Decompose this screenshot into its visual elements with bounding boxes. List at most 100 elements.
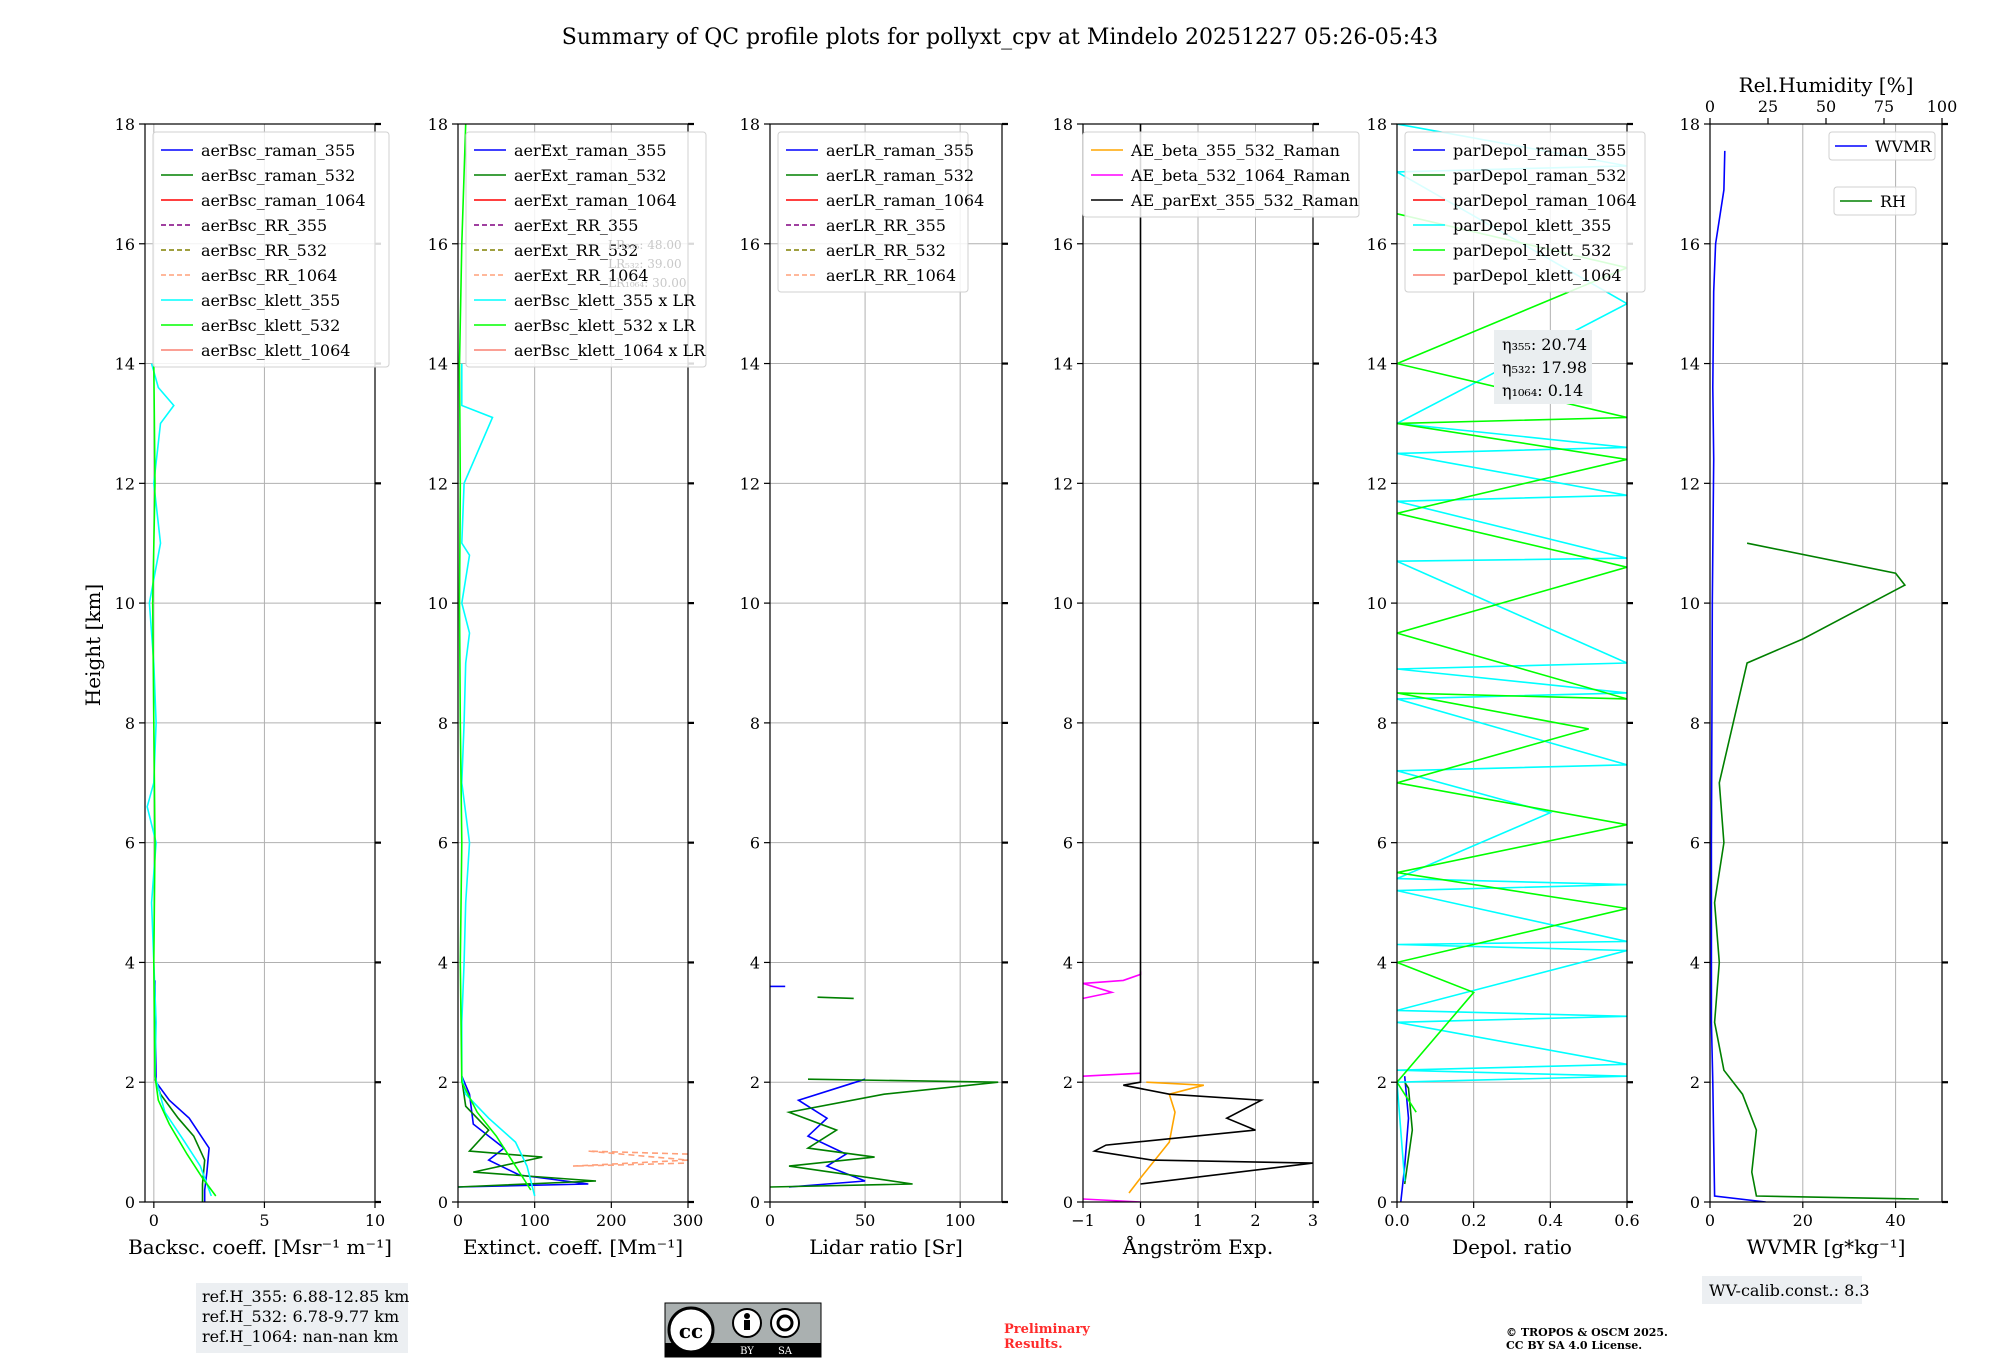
legend-item-aerBsc_RR_355[interactable]: aerBsc_RR_355 xyxy=(201,216,327,235)
sa-icon xyxy=(770,1308,800,1338)
y-tick-label: 4 xyxy=(1690,953,1700,972)
legend-item-aerBsc_klett_355 x LR[interactable]: aerBsc_klett_355 x LR xyxy=(514,291,696,310)
legend-item-AE_beta_355_532_Raman[interactable]: AE_beta_355_532_Raman xyxy=(1130,141,1340,160)
legend-item-aerBsc_raman_532[interactable]: aerBsc_raman_532 xyxy=(201,166,355,185)
y-tick-label: 12 xyxy=(1367,474,1387,493)
legend-box xyxy=(777,131,969,293)
legend-item-aerBsc_klett_1064[interactable]: aerBsc_klett_1064 xyxy=(201,341,350,360)
legend-item-aerExt_raman_355[interactable]: aerExt_raman_355 xyxy=(514,141,667,160)
series-line-WVMR xyxy=(1710,150,1766,1202)
legend-item-parDepol_raman_532[interactable]: parDepol_raman_532 xyxy=(1453,166,1626,185)
axes-frame xyxy=(144,123,376,1203)
legend-item-parDepol_raman_355[interactable]: parDepol_raman_355 xyxy=(1453,141,1626,160)
y-tick-label: 8 xyxy=(125,714,135,733)
legend-item-AE_parExt_355_532_Raman[interactable]: AE_parExt_355_532_Raman xyxy=(1130,191,1359,210)
top-tick-label: 0 xyxy=(1705,97,1715,116)
y-tick-label: 2 xyxy=(438,1073,448,1092)
legend-item-aerLR_RR_355[interactable]: aerLR_RR_355 xyxy=(826,216,946,235)
x-tick-label: 100 xyxy=(945,1211,976,1230)
legend-item-parDepol_raman_1064[interactable]: parDepol_raman_1064 xyxy=(1453,191,1637,210)
x-axis-label: Backsc. coeff. [Msr⁻¹ m⁻¹] xyxy=(128,1235,392,1259)
reference-height-line: ref.H_532: 6.78-9.77 km xyxy=(202,1307,399,1326)
legend: AE_beta_355_532_Raman AE_beta_532_1064_Ra… xyxy=(1082,131,1360,218)
y-tick-label: 0 xyxy=(750,1193,760,1212)
legend-item-aerExt_RR_532[interactable]: aerExt_RR_532 xyxy=(514,241,638,260)
reference-height-line: ref.H_1064: nan-nan km xyxy=(202,1327,398,1346)
eta-value: η₃₅₅: 20.74 xyxy=(1502,335,1587,354)
series-line-parDepol_klett_355 xyxy=(1397,124,1627,1182)
legend-item-aerBsc_klett_532 x LR[interactable]: aerBsc_klett_532 x LR xyxy=(514,316,696,335)
panel-depol: 0.0 0.2 0.4 0.6 0 2 4 6 8 10 12 14 16 18 Depol. ratio p… xyxy=(1367,115,1646,1259)
series-line-AE_parExt_355_532_Raman xyxy=(1091,124,1313,1185)
legend-item-aerLR_RR_532[interactable]: aerLR_RR_532 xyxy=(826,241,946,260)
copyright-line2: CC BY SA 4.0 License. xyxy=(1506,1339,1642,1352)
y-tick-label: 10 xyxy=(1367,594,1387,613)
series-line-aerLR_raman_532 xyxy=(770,1078,999,1188)
legend-item-aerExt_raman_1064[interactable]: aerExt_raman_1064 xyxy=(514,191,677,210)
top-tick-label: 25 xyxy=(1758,97,1778,116)
x-tick-label: 0 xyxy=(453,1211,463,1230)
y-tick-label: 14 xyxy=(115,355,135,374)
y-tick-label: 14 xyxy=(428,355,448,374)
y-tick-label: 6 xyxy=(438,834,448,853)
series-line-AE_beta_532_1064_Raman_up xyxy=(1083,971,1142,1000)
y-tick-label: 18 xyxy=(115,115,135,134)
legend-item-parDepol_klett_532[interactable]: parDepol_klett_532 xyxy=(1453,241,1611,260)
y-tick-label: 18 xyxy=(1053,115,1073,134)
y-tick-label: 6 xyxy=(1690,834,1700,853)
legend-item-parDepol_klett_1064[interactable]: parDepol_klett_1064 xyxy=(1453,266,1622,285)
legend-item-aerBsc_klett_532[interactable]: aerBsc_klett_532 xyxy=(201,316,340,335)
legend-item-aerBsc_RR_532[interactable]: aerBsc_RR_532 xyxy=(201,241,327,260)
y-tick-label: 14 xyxy=(1053,355,1073,374)
legend-item-aerBsc_raman_1064[interactable]: aerBsc_raman_1064 xyxy=(201,191,366,210)
legend-item-aerLR_raman_355[interactable]: aerLR_raman_355 xyxy=(826,141,974,160)
x-tick-label: 10 xyxy=(365,1211,385,1230)
y-tick-label: 18 xyxy=(1680,115,1700,134)
series-line-aerExt_RR_1064 xyxy=(572,1150,688,1167)
legend-item-AE_beta_532_1064_Raman[interactable]: AE_beta_532_1064_Raman xyxy=(1130,166,1350,185)
y-tick-label: 16 xyxy=(1053,235,1073,254)
legend-RH[interactable]: RH xyxy=(1833,186,1917,216)
legend-item-aerExt_raman_532[interactable]: aerExt_raman_532 xyxy=(514,166,667,185)
x-tick-label: 1 xyxy=(1193,1211,1203,1230)
y-tick-label: 12 xyxy=(1680,474,1700,493)
x-tick-label: 0 xyxy=(765,1211,775,1230)
y-tick-label: 4 xyxy=(750,953,760,972)
legend-item-aerBsc_RR_1064[interactable]: aerBsc_RR_1064 xyxy=(201,266,337,285)
legend-box xyxy=(465,131,707,368)
series-line-aerBsc_klett_532 x LR xyxy=(458,124,532,1191)
series-line-aerBsc_klett_532 xyxy=(151,363,217,1197)
eta-value: η₁₀₆₄: 0.14 xyxy=(1502,381,1583,400)
x-tick-label: 100 xyxy=(519,1211,550,1230)
x-tick-label: 0 xyxy=(149,1211,159,1230)
series-group xyxy=(1397,124,1627,1202)
legend-item-aerLR_raman_1064[interactable]: aerLR_raman_1064 xyxy=(826,191,984,210)
legend-item-parDepol_klett_355[interactable]: parDepol_klett_355 xyxy=(1453,216,1611,235)
lidar-ratio-annotation: LR₃₅₅: 48.00 xyxy=(608,238,682,252)
legend-item-aerExt_RR_355[interactable]: aerExt_RR_355 xyxy=(514,216,638,235)
y-tick-label: 8 xyxy=(750,714,760,733)
legend-item-aerBsc_raman_355[interactable]: aerBsc_raman_355 xyxy=(201,141,355,160)
wv-calib-box xyxy=(1702,1276,1862,1304)
y-tick-label: 16 xyxy=(1680,235,1700,254)
legend-item-aerBsc_klett_1064 x LR[interactable]: aerBsc_klett_1064 x LR xyxy=(514,341,706,360)
legend-label: WVMR xyxy=(1875,137,1932,156)
top-axis-label: Rel.Humidity [%] xyxy=(1739,73,1914,97)
x-tick-label: 0 xyxy=(1705,1211,1715,1230)
legend-box xyxy=(1833,186,1917,216)
legend-WVMR[interactable]: WVMR xyxy=(1828,131,1936,161)
legend-item-aerBsc_klett_355[interactable]: aerBsc_klett_355 xyxy=(201,291,340,310)
legend-item-aerExt_RR_1064[interactable]: aerExt_RR_1064 xyxy=(514,266,649,285)
top-tick-label: 75 xyxy=(1874,97,1894,116)
legend-item-aerLR_RR_1064[interactable]: aerLR_RR_1064 xyxy=(826,266,956,285)
x-axis-label: Extinct. coeff. [Mm⁻¹] xyxy=(463,1235,683,1259)
series-group xyxy=(1710,150,1919,1202)
y-tick-label: 10 xyxy=(428,594,448,613)
legend-item-aerLR_raman_532[interactable]: aerLR_raman_532 xyxy=(826,166,974,185)
cc-license-badge[interactable]: cc BY SA xyxy=(664,1302,822,1358)
panel-lidar_ratio: 0 50 100 0 2 4 6 8 10 12 14 16 18 Lidar ratio [Sr] aer… xyxy=(740,115,1008,1259)
x-axis-label: WVMR [g*kg⁻¹] xyxy=(1747,1235,1906,1259)
x-tick-label: 0.4 xyxy=(1538,1211,1563,1230)
preliminary-label-line2: Results. xyxy=(1004,1337,1063,1352)
